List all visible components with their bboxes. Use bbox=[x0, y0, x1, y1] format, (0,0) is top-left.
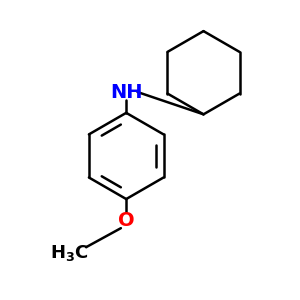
Text: NH: NH bbox=[110, 82, 142, 101]
Text: O: O bbox=[118, 211, 134, 230]
Text: $\mathregular{H_3C}$: $\mathregular{H_3C}$ bbox=[50, 242, 89, 262]
